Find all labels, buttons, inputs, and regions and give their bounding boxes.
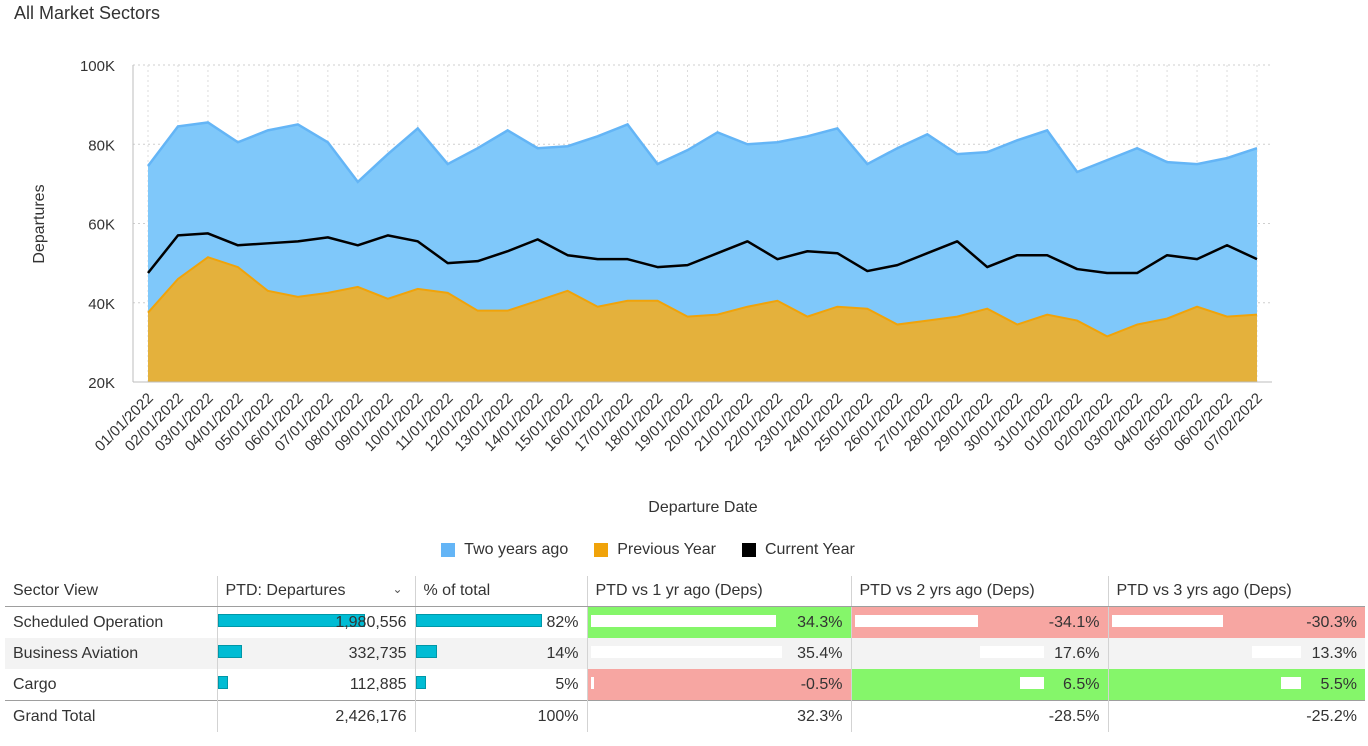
vs-3yr-cell[interactable]: -30.3% (1108, 606, 1365, 638)
legend-swatch (594, 543, 609, 557)
change-bar (1251, 646, 1301, 658)
pct-total-cell[interactable]: 14% (415, 638, 588, 669)
legend-item-previous-year[interactable]: Previous Year (594, 541, 716, 559)
header-pct-total[interactable]: % of total (415, 576, 588, 607)
departures-bar (217, 676, 228, 689)
vs-3yr-cell[interactable]: 5.5% (1108, 669, 1365, 701)
grand-total-vs3: -25.2% (1108, 700, 1365, 732)
y-tick-label: 40K (88, 296, 115, 313)
chevron-down-icon[interactable]: ⌄ (392, 582, 403, 596)
sector-cell[interactable]: Business Aviation (5, 638, 218, 669)
cell-value: -25.2% (1306, 707, 1357, 725)
change-bar (1020, 677, 1044, 689)
legend-item-current-year[interactable]: Current Year (741, 541, 855, 559)
cell-value: 14% (546, 644, 579, 662)
cell-value: 82% (546, 613, 579, 631)
area-previous-year (148, 257, 1257, 382)
header-vs-1yr[interactable]: PTD vs 1 yr ago (Deps) (587, 576, 852, 607)
cell-value: 34.3% (797, 613, 843, 631)
cell-value: -30.3% (1306, 613, 1357, 631)
vs-2yr-cell[interactable]: 6.5% (851, 669, 1109, 701)
cell-value: 100% (537, 707, 579, 725)
vs-2yr-cell[interactable]: -34.1% (851, 606, 1109, 638)
pct-total-bar (415, 676, 426, 689)
change-bar (1280, 677, 1301, 689)
y-tick-label: 100K (80, 58, 115, 75)
change-bar (854, 615, 978, 627)
header-label: PTD: Departures (225, 582, 346, 599)
grand-total-row: Grand Total 2,426,176 100% 32.3% -28.5% -25.2… (5, 700, 1365, 732)
departures-cell[interactable]: 1,980,556 (217, 606, 416, 638)
pct-total-cell[interactable]: 5% (415, 669, 588, 701)
departures-cell[interactable]: 112,885 (217, 669, 416, 701)
legend-item-two-years-ago[interactable]: Two years ago (441, 541, 568, 559)
cell-value: 17.6% (1054, 644, 1100, 662)
departures-bar (217, 645, 243, 658)
header-sector-view[interactable]: Sector View (5, 576, 218, 607)
line-previous-year (147, 256, 1258, 338)
cell-value: -28.5% (1048, 707, 1100, 725)
vs-3yr-cell[interactable]: 13.3% (1108, 638, 1365, 669)
page-title: All Market Sectors (14, 3, 161, 23)
chart-legend: Two years ago Previous Year Current Year (0, 541, 1296, 559)
cell-value: 332,735 (348, 644, 407, 662)
departures-area-chart: 20K40K60K80K100K01/01/202202/01/202203/0… (31, 58, 1272, 516)
grand-total-label: Grand Total (5, 700, 218, 732)
cell-value: 35.4% (797, 644, 843, 662)
table-row[interactable]: Cargo 112,885 5% -0.5% 6.5% 5.5% (5, 669, 1365, 701)
legend-label: Two years ago (464, 541, 569, 558)
pct-total-bar (415, 614, 542, 627)
table-row[interactable]: Scheduled Operation 1,980,556 82% 34.3% -34.… (5, 606, 1365, 638)
cell-value: 1,980,556 (335, 613, 407, 631)
sector-cell[interactable]: Scheduled Operation (5, 606, 218, 638)
change-bar (590, 615, 777, 627)
change-bar (590, 646, 783, 658)
grand-total-pct: 100% (415, 700, 588, 732)
grand-total-vs1: 32.3% (587, 700, 852, 732)
change-bar (979, 646, 1044, 658)
line-two-years-ago (147, 121, 1258, 184)
sector-table: Sector View PTD: Departures ⌄ % of total… (5, 576, 1365, 732)
header-vs-3yr[interactable]: PTD vs 3 yrs ago (Deps) (1108, 576, 1365, 607)
y-axis-label: Departures (31, 184, 48, 263)
cell-value: -34.1% (1048, 613, 1100, 631)
y-tick-label: 60K (88, 217, 115, 234)
departures-cell[interactable]: 332,735 (217, 638, 416, 669)
vs-1yr-cell[interactable]: 35.4% (587, 638, 852, 669)
vs-1yr-cell[interactable]: -0.5% (587, 669, 852, 701)
legend-label: Current Year (764, 541, 855, 558)
table-header-row: Sector View PTD: Departures ⌄ % of total… (5, 576, 1365, 607)
pct-total-cell[interactable]: 82% (415, 606, 588, 638)
x-axis-label: Departure Date (648, 499, 757, 516)
cell-value: 32.3% (797, 707, 843, 725)
vs-2yr-cell[interactable]: 17.6% (851, 638, 1109, 669)
cell-value: 2,426,176 (335, 707, 407, 725)
legend-label: Previous Year (617, 541, 716, 558)
y-tick-label: 20K (88, 375, 115, 392)
sector-cell[interactable]: Cargo (5, 669, 218, 701)
line-current-year (147, 232, 1258, 275)
legend-swatch (741, 543, 756, 557)
cell-value: 5% (555, 675, 579, 693)
header-ptd-departures[interactable]: PTD: Departures ⌄ (217, 576, 416, 607)
y-tick-label: 80K (88, 137, 115, 154)
chart-series (147, 121, 1258, 383)
cell-value: 5.5% (1320, 675, 1357, 693)
vs-1yr-cell[interactable]: 34.3% (587, 606, 852, 638)
legend-swatch (441, 543, 456, 557)
change-bar (590, 677, 594, 689)
header-vs-2yr[interactable]: PTD vs 2 yrs ago (Deps) (851, 576, 1109, 607)
cell-value: 13.3% (1311, 644, 1357, 662)
change-bar (1111, 615, 1224, 627)
pct-total-bar (415, 645, 438, 658)
grand-total-departures: 2,426,176 (217, 700, 416, 732)
departures-bar (217, 614, 365, 627)
cell-value: 112,885 (349, 675, 407, 693)
table-row[interactable]: Business Aviation 332,735 14% 35.4% 17.6% 13.… (5, 638, 1365, 669)
cell-value: 6.5% (1063, 675, 1100, 693)
cell-value: -0.5% (800, 675, 843, 693)
grand-total-vs2: -28.5% (851, 700, 1109, 732)
